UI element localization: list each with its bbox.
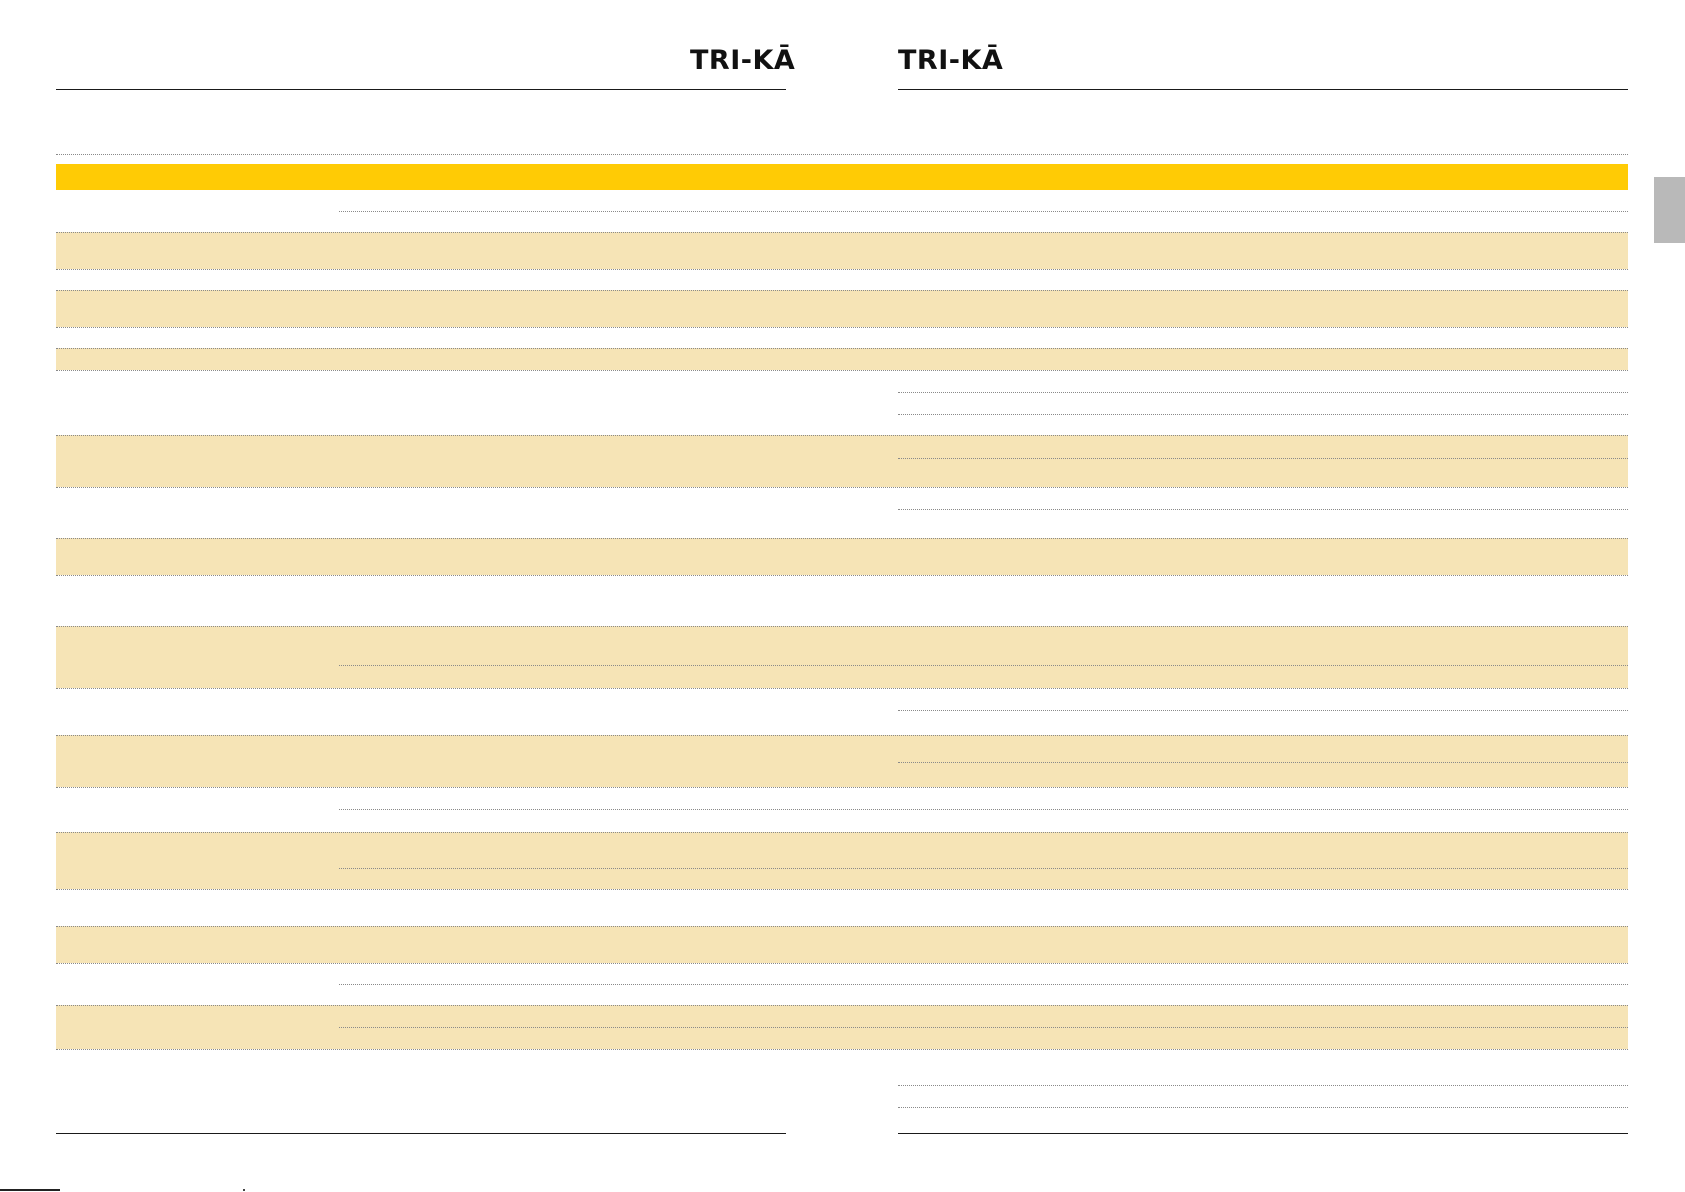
- top-rule-left: [56, 89, 786, 90]
- row-rule: [56, 575, 1628, 576]
- row-rule: [56, 487, 1628, 488]
- row-rule: [56, 269, 1628, 270]
- row-rule: [56, 538, 1628, 539]
- row-rule: [56, 1049, 1628, 1050]
- table-top-rule: [56, 154, 1628, 155]
- row-rule: [898, 392, 1628, 393]
- row-rule: [339, 665, 1628, 666]
- row-rule: [898, 414, 1628, 415]
- row-rule: [898, 1085, 1628, 1086]
- table-row-band: [56, 435, 1628, 487]
- table-row-band: [56, 735, 1628, 787]
- row-rule: [56, 832, 1628, 833]
- section-tab: [1654, 177, 1685, 243]
- row-rule: [339, 1027, 1628, 1028]
- row-rule: [56, 327, 1628, 328]
- row-rule: [56, 926, 1628, 927]
- row-rule: [56, 435, 1628, 436]
- row-rule: [898, 1107, 1628, 1108]
- row-rule: [898, 762, 1628, 763]
- table-row-band: [56, 232, 1628, 269]
- table-row-band: [56, 832, 1628, 889]
- row-rule: [339, 984, 1628, 985]
- row-rule: [56, 1005, 1628, 1006]
- table-row-band: [56, 290, 1628, 327]
- row-rule: [56, 626, 1628, 627]
- row-rule: [56, 787, 1628, 788]
- row-rule: [339, 211, 1628, 212]
- row-rule: [56, 348, 1628, 349]
- page-edge-dot: [243, 1189, 245, 1191]
- row-rule: [56, 889, 1628, 890]
- brand-logo-left: TRI-KĀ: [690, 45, 796, 76]
- row-rule: [56, 688, 1628, 689]
- top-rule-right: [898, 89, 1628, 90]
- row-rule: [56, 735, 1628, 736]
- table-row-band: [56, 926, 1628, 963]
- row-rule: [898, 710, 1628, 711]
- table-header-row: [56, 164, 1628, 190]
- row-rule: [56, 232, 1628, 233]
- table-row-band: [56, 626, 1628, 688]
- row-rule: [56, 370, 1628, 371]
- page-edge-mark: [0, 1189, 60, 1191]
- bottom-rule-left: [56, 1133, 786, 1134]
- row-rule: [339, 868, 1628, 869]
- bottom-rule-right: [898, 1133, 1628, 1134]
- table-row-band: [56, 348, 1628, 370]
- row-rule: [56, 290, 1628, 291]
- row-rule: [56, 963, 1628, 964]
- row-rule: [898, 509, 1628, 510]
- row-rule: [898, 458, 1628, 459]
- table-row-band: [56, 538, 1628, 575]
- brand-logo-right: TRI-KĀ: [898, 45, 1004, 76]
- row-rule: [339, 809, 1628, 810]
